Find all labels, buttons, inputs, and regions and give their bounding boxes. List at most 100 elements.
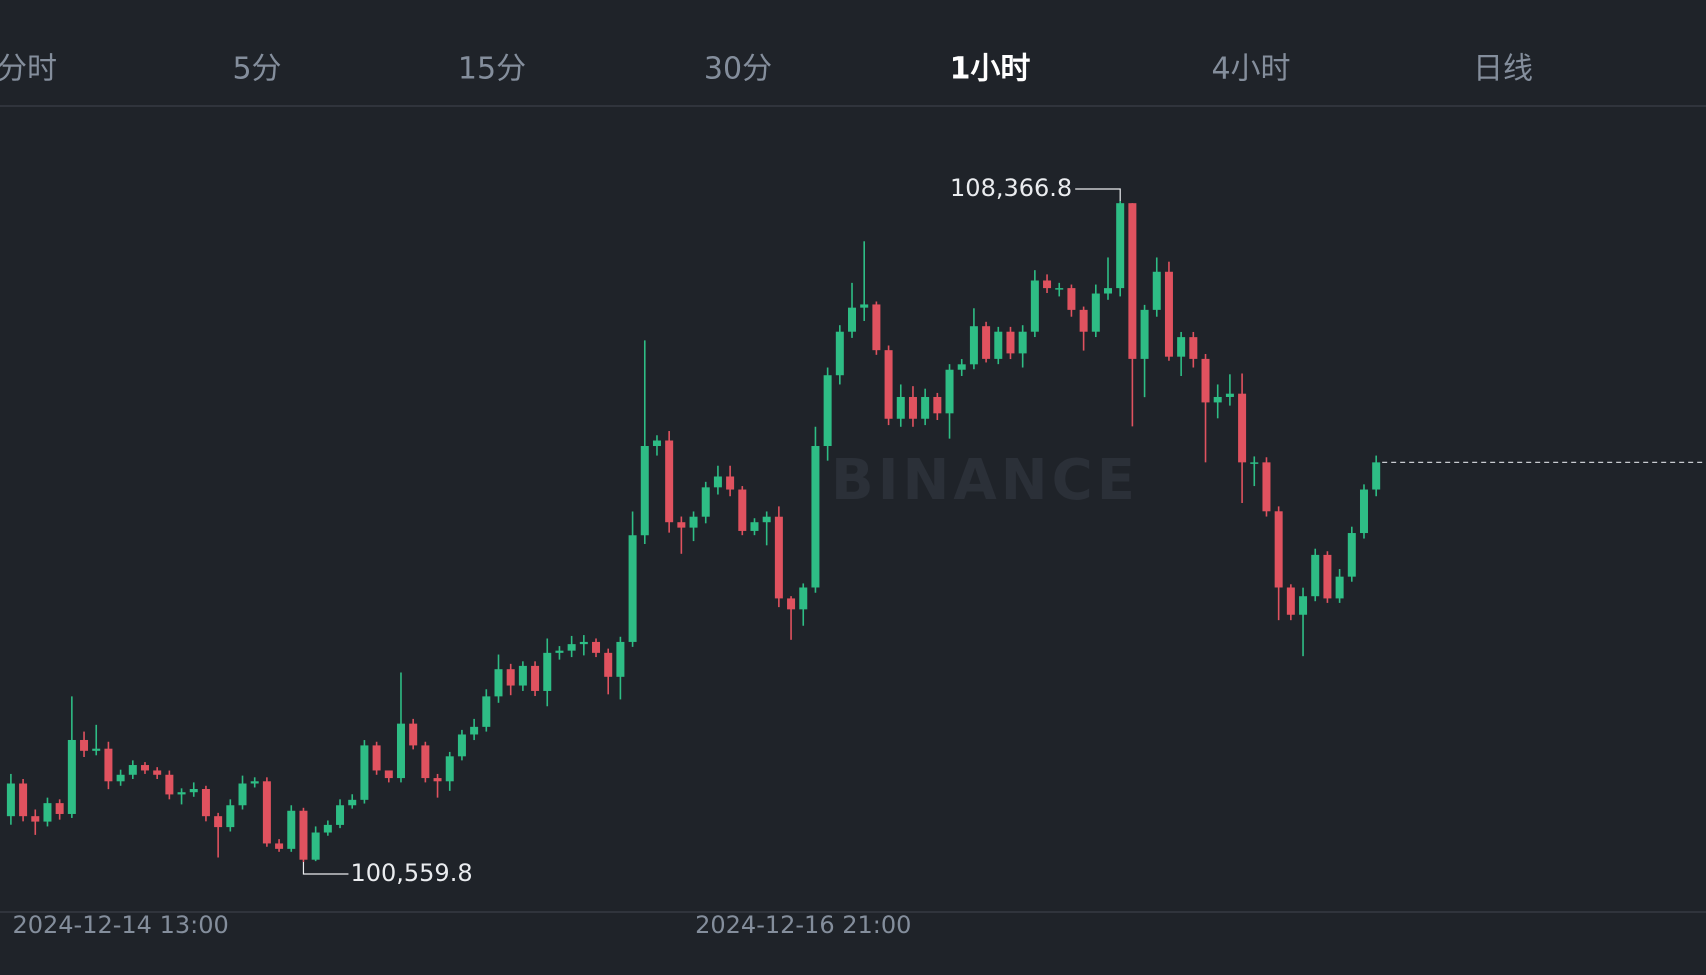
- candle-body: [506, 669, 515, 686]
- candle-body: [738, 489, 747, 531]
- candle-body: [604, 652, 613, 677]
- candle-body: [1238, 393, 1247, 463]
- candle-body: [67, 739, 76, 814]
- candle-body: [55, 803, 64, 814]
- candle-body: [19, 783, 28, 817]
- candle-body: [1116, 203, 1125, 289]
- candle-body: [592, 641, 601, 653]
- candle-body: [323, 824, 332, 833]
- candle-body: [1311, 554, 1320, 597]
- candle-body: [531, 665, 540, 691]
- candle-body: [677, 522, 686, 528]
- candle-body: [360, 745, 369, 800]
- candle-body: [287, 810, 296, 849]
- candle-body: [275, 843, 284, 849]
- candle-body: [189, 788, 198, 793]
- candle-body: [470, 726, 479, 735]
- candle-body: [652, 440, 661, 447]
- candle-body: [616, 641, 625, 677]
- timeframe-tab[interactable]: 1小时: [950, 52, 1031, 87]
- candle-body: [409, 723, 418, 746]
- candle-body: [80, 739, 89, 751]
- candle-body: [250, 781, 259, 784]
- candle-body: [689, 516, 698, 528]
- candle-body: [640, 446, 649, 536]
- candle-body: [177, 792, 186, 795]
- candle-body: [31, 816, 40, 822]
- candle-body: [726, 476, 735, 490]
- watermark: BINANCE: [831, 448, 1139, 513]
- candle-body: [896, 396, 905, 419]
- timeframe-tab[interactable]: 分时: [0, 52, 57, 87]
- timeframe-tab[interactable]: 15分: [458, 52, 526, 87]
- candle-body: [1250, 462, 1259, 464]
- candle-body: [701, 487, 710, 517]
- candle-body: [348, 799, 357, 806]
- candle-body: [762, 516, 771, 523]
- candle-body: [1030, 280, 1039, 332]
- candle-body: [799, 587, 808, 610]
- candle-body: [1323, 554, 1332, 599]
- candle-body: [1286, 587, 1295, 615]
- candle-body: [969, 326, 978, 365]
- candle-body: [665, 440, 674, 523]
- candle-body: [1347, 533, 1356, 577]
- candle-body: [311, 832, 320, 860]
- candle-body: [1055, 288, 1064, 290]
- candle-body: [908, 396, 917, 419]
- candle-body: [1018, 331, 1027, 354]
- candle-body: [835, 331, 844, 376]
- candle-body: [1189, 337, 1198, 359]
- candle-body: [140, 765, 149, 771]
- candle-body: [628, 535, 637, 642]
- candle-body: [1262, 462, 1271, 512]
- candle-body: [214, 816, 223, 828]
- candle-body: [518, 665, 527, 686]
- candle-body: [543, 652, 552, 691]
- candle-body: [787, 598, 796, 610]
- candle-body: [1079, 309, 1088, 332]
- candle-body: [116, 774, 125, 782]
- candle-body: [201, 788, 210, 817]
- candle-body: [1213, 396, 1222, 403]
- candle-body: [957, 364, 966, 370]
- timeframe-tab[interactable]: 30分: [704, 52, 772, 87]
- candle-body: [1274, 511, 1283, 588]
- candle-body: [555, 650, 564, 653]
- candle-body: [396, 723, 405, 779]
- candle-body: [994, 331, 1003, 359]
- timeframe-tab[interactable]: 4小时: [1211, 52, 1290, 87]
- candle-body: [336, 805, 345, 825]
- timeframe-tab[interactable]: 日线: [1473, 52, 1533, 87]
- candle-body: [433, 778, 442, 782]
- candle-body: [1164, 271, 1173, 357]
- candle-body: [384, 770, 393, 779]
- timeframe-tab[interactable]: 5分: [232, 52, 281, 87]
- candle-body: [1043, 280, 1052, 289]
- candle-body: [1335, 576, 1344, 599]
- candle-body: [774, 516, 783, 599]
- candle-body: [262, 781, 271, 844]
- candle-body: [1372, 462, 1381, 490]
- candle-body: [421, 745, 430, 779]
- candle-body: [579, 641, 588, 645]
- candle-body: [1104, 288, 1112, 294]
- candle-body: [6, 783, 15, 817]
- candle-body: [567, 644, 576, 651]
- candle-body: [1091, 293, 1100, 332]
- candle-body: [153, 770, 162, 775]
- low-annotation: 100,559.8: [350, 859, 472, 887]
- candle-body: [1006, 331, 1015, 354]
- candle-body: [1299, 596, 1308, 615]
- candle-body: [933, 396, 942, 414]
- candle-body: [445, 756, 454, 782]
- candle-body: [372, 745, 381, 771]
- candle-body: [1128, 203, 1137, 359]
- candle-body: [1152, 271, 1161, 310]
- candle-body: [1225, 393, 1234, 397]
- candle-body: [92, 748, 101, 751]
- candle-body: [457, 734, 466, 757]
